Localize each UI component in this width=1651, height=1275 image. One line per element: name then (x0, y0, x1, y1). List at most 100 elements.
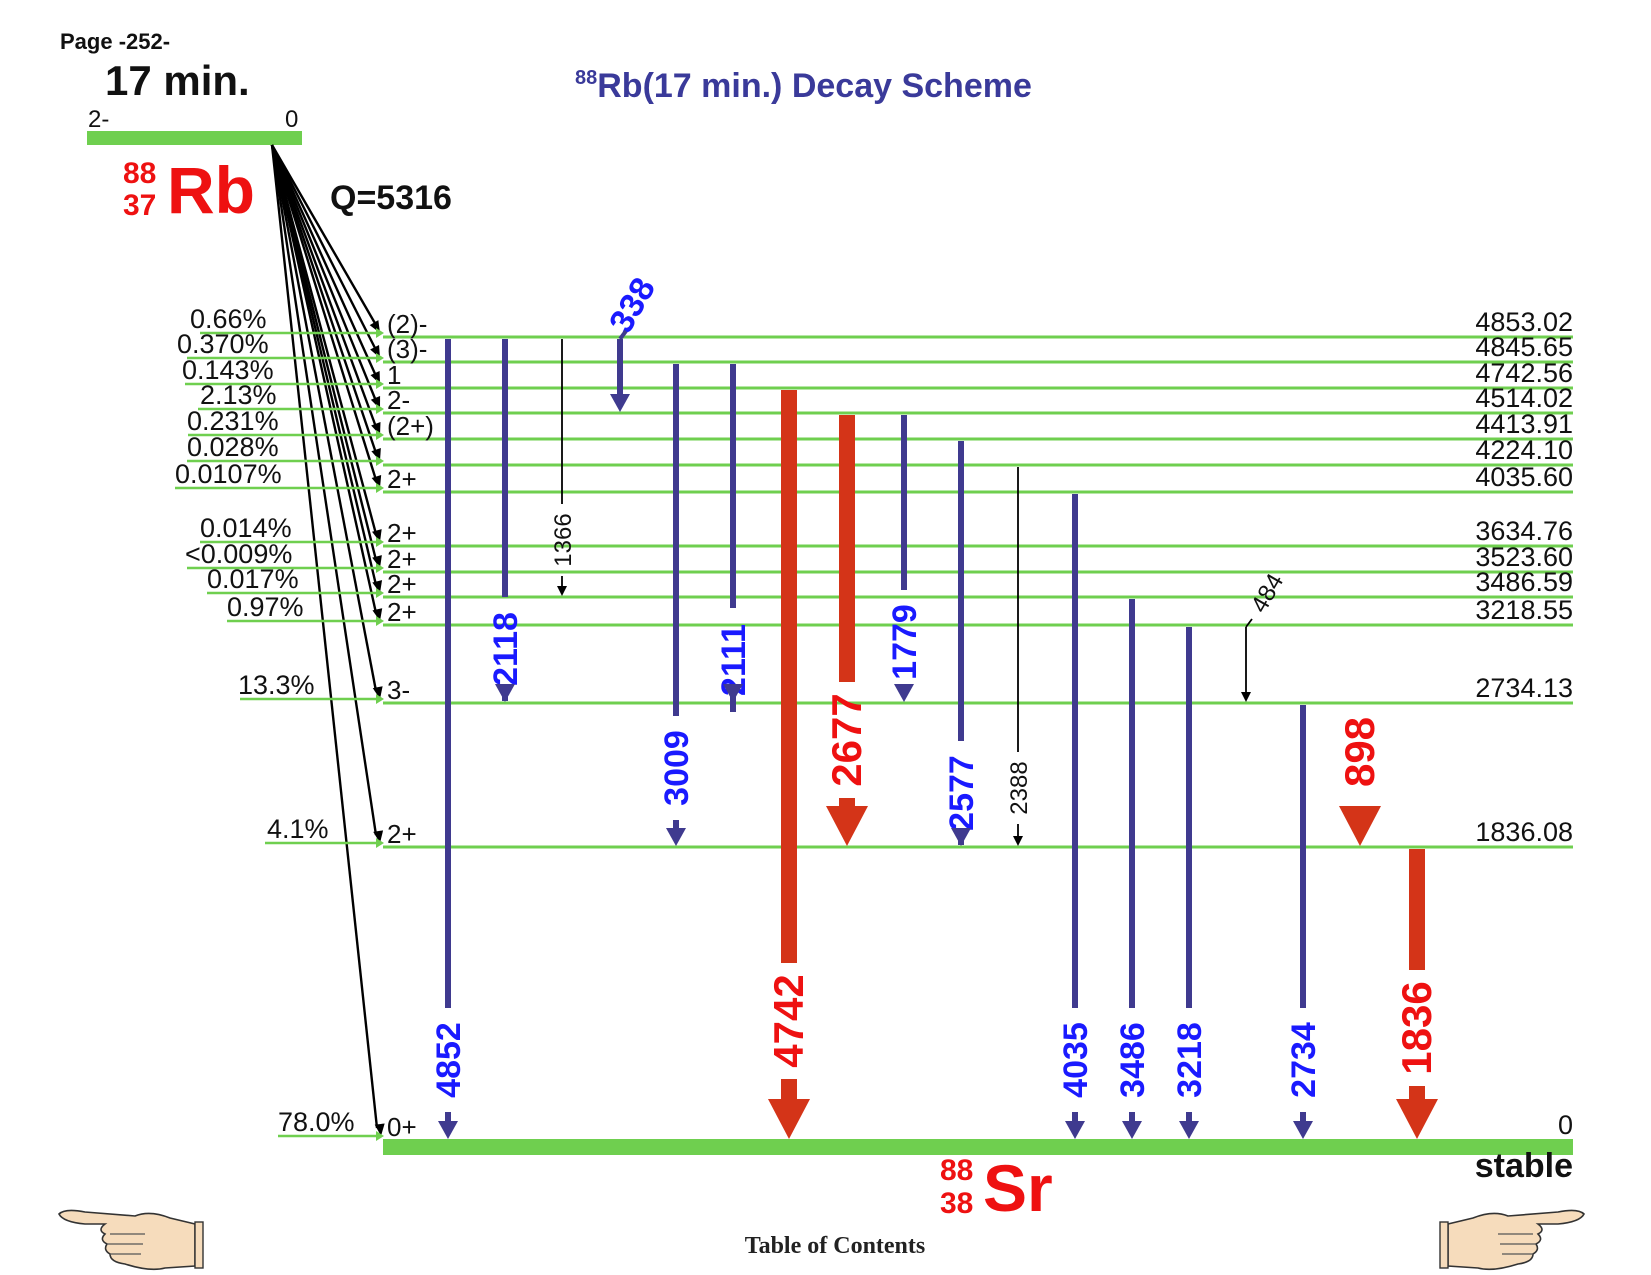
feeding-arrowhead (376, 694, 384, 704)
level-spin: 2- (387, 385, 410, 415)
level-line (383, 845, 1573, 849)
table-of-contents-link[interactable]: Table of Contents (744, 1233, 926, 1259)
gamma-arrowhead (1065, 1121, 1085, 1139)
q-value: Q=5316 (330, 179, 452, 217)
level-line (383, 386, 1573, 390)
diagram-title: 88Rb(17 min.) Decay Scheme (575, 67, 1032, 105)
level-energy: 3218.55 (1475, 595, 1573, 625)
level-line (383, 595, 1573, 599)
level-energy: 4224.10 (1475, 435, 1573, 465)
beta-branch-line (270, 144, 378, 377)
parent-energy: 0 (285, 106, 298, 133)
parent-atomic-number: 37 (123, 189, 156, 222)
gamma-3486: 3486 (1114, 599, 1152, 1139)
level-energy: 0 (1558, 1110, 1573, 1140)
gamma-energy-label: 1836 (1393, 981, 1440, 1074)
gamma-energy-label: 484 (1246, 569, 1289, 617)
level-spin: 2+ (387, 518, 417, 548)
title-mass-number: 88 (575, 67, 597, 89)
page-label: Page -252- (60, 29, 170, 54)
title-text: Rb(17 min.) Decay Scheme (597, 67, 1032, 105)
level-energy: 1836.08 (1475, 817, 1573, 847)
beta-feeding-percent: 0.028% (187, 432, 279, 462)
level-energy: 3523.60 (1475, 542, 1573, 572)
feeding-arrowhead (376, 353, 384, 363)
feeding-arrowhead (376, 404, 384, 414)
pointing-hand-left-icon[interactable] (55, 1204, 205, 1274)
feeding-arrowhead (376, 616, 384, 626)
gamma-energy-label: 4852 (430, 1022, 468, 1098)
daughter-stable-label: stable (1475, 1147, 1573, 1185)
feeding-arrowhead (376, 430, 384, 440)
parent-symbol: Rb (167, 153, 255, 227)
gamma-arrowhead (826, 806, 868, 846)
gamma-2677: 2677 (823, 415, 870, 846)
beta-feeding-percent: 0.231% (187, 406, 279, 436)
ground-state-level (383, 1139, 1573, 1155)
beta-branch-line (270, 144, 378, 428)
gamma-energy-label: 3009 (658, 730, 696, 806)
level-energy: 4035.60 (1475, 462, 1573, 492)
gamma-4742: 4742 (765, 390, 812, 1139)
beta-branch-line (270, 144, 378, 836)
gamma-1836: 1836 (1393, 849, 1440, 1139)
level-energy: 2734.13 (1475, 673, 1573, 703)
level-energy: 4845.65 (1475, 332, 1573, 362)
gamma-energy-label: 2118 (487, 612, 525, 686)
beta-feeding-percent: 0.017% (207, 564, 299, 594)
beta-feeding-percent: 2.13% (200, 380, 277, 410)
feeding-arrowhead (376, 379, 384, 389)
level-spin: 2+ (387, 597, 417, 627)
gamma-energy-label: 2677 (823, 693, 870, 786)
beta-feeding-percent: 0.014% (200, 513, 292, 543)
gamma-1779: 1779 (886, 415, 924, 702)
beta-branches (270, 144, 385, 1136)
gamma-energy-label: 4742 (765, 974, 812, 1067)
gamma-energy-label: 2111 (715, 624, 753, 696)
gamma-arrowhead (768, 1099, 810, 1139)
level-energy: 4413.91 (1475, 409, 1573, 439)
gamma-arrowhead (1122, 1121, 1142, 1139)
pointing-hand-right-icon[interactable] (1438, 1204, 1588, 1274)
gamma-1366: 1366 (550, 339, 577, 596)
gamma-4852: 4852 (430, 339, 468, 1139)
gamma-2118: 2118 (487, 339, 525, 702)
gamma-2111: 2111 (715, 364, 753, 712)
level-line (383, 544, 1573, 548)
gamma-2577: 2577 (943, 441, 981, 846)
level-line (383, 490, 1573, 494)
beta-branch-line (270, 144, 378, 481)
feeding-arrowhead (376, 456, 384, 466)
beta-feeding-percent: 78.0% (278, 1107, 355, 1137)
parent-level-bar (87, 131, 302, 145)
gamma-energy-label: 1779 (886, 604, 924, 680)
beta-branch-arrowhead (372, 686, 383, 699)
beta-branch-arrowhead (372, 608, 383, 621)
beta-feeding-percent: 13.3% (238, 670, 315, 700)
level-line (383, 623, 1573, 627)
level-spin: 2+ (387, 569, 417, 599)
beta-branch-arrowhead (372, 580, 383, 593)
gamma-arrowhead (610, 394, 630, 412)
gamma-energy-label: 2388 (1006, 761, 1033, 814)
level-line (383, 437, 1573, 441)
level-line (383, 570, 1573, 574)
parent-mass-number: 88 (123, 157, 156, 190)
level-spin: 2+ (387, 544, 417, 574)
beta-branch-arrowhead (372, 529, 382, 542)
daughter-symbol: Sr (983, 1151, 1053, 1225)
feeding-arrowhead (376, 838, 384, 848)
level-energy: 4853.02 (1475, 307, 1573, 337)
gamma-arrowhead (1179, 1121, 1199, 1139)
gamma-energy-label: 3486 (1114, 1022, 1152, 1098)
level-spin: (3)- (387, 334, 427, 364)
level-spin: 3- (387, 675, 410, 705)
gamma-arrowhead (894, 684, 914, 702)
gamma-2388: 2388 (1006, 467, 1033, 846)
gamma-arrowhead (723, 684, 743, 702)
level-spin: 2+ (387, 819, 417, 849)
beta-branch-line (270, 144, 378, 614)
gamma-arrowhead (557, 586, 567, 596)
beta-branch-arrowhead (374, 1123, 385, 1136)
